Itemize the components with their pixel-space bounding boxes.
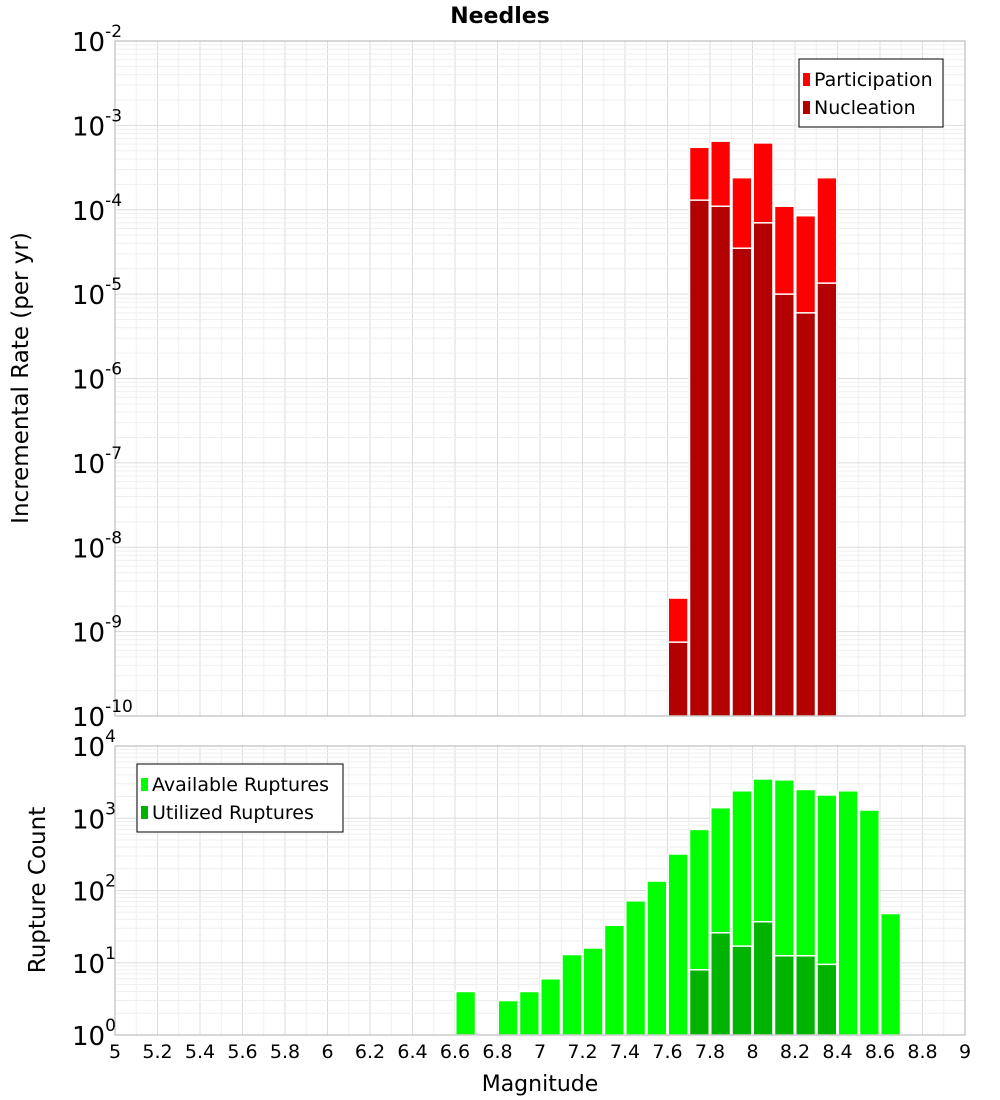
bottom-y-tick-label: 104	[72, 727, 116, 763]
top-bar-nucleation	[731, 247, 753, 717]
top-legend	[798, 58, 944, 128]
top-bar-nucleation	[688, 199, 710, 717]
top-plot-frame	[114, 40, 966, 717]
top-bar-nucleation	[752, 222, 774, 717]
top-y-tick-label: 10-2	[72, 22, 122, 58]
x-tick-label: 8.4	[822, 1041, 852, 1063]
bottom-legend-label: Utilized Ruptures	[152, 802, 314, 824]
top-legend-label: Nucleation	[814, 97, 916, 119]
top-y-tick-label: 10-4	[72, 191, 122, 227]
bottom-bar-available-ruptures	[625, 900, 647, 1036]
x-tick-label: 5.8	[270, 1041, 300, 1063]
bottom-bar-available-ruptures	[582, 947, 604, 1036]
top-legend-label: Participation	[814, 69, 933, 91]
bottom-y-tick-label: 102	[72, 872, 116, 908]
bottom-bar-available-ruptures	[497, 999, 519, 1036]
top-y-tick-label: 10-7	[72, 444, 122, 480]
bottom-bar-available-ruptures	[837, 790, 859, 1036]
x-tick-label: 7.4	[610, 1041, 640, 1063]
x-tick-label: 8.2	[780, 1041, 810, 1063]
bottom-bar-utilized-ruptures	[773, 954, 795, 1036]
x-tick-label: 7.2	[567, 1041, 597, 1063]
x-tick-label: 8.6	[865, 1041, 895, 1063]
top-bar-nucleation	[773, 293, 795, 717]
top-y-tick-label: 10-10	[72, 697, 133, 733]
bottom-bar-available-ruptures	[603, 924, 625, 1036]
bottom-bar-available-ruptures	[858, 809, 880, 1036]
top-bar-nucleation	[795, 312, 817, 717]
top-legend-swatch	[803, 101, 810, 114]
x-tick-label: 7	[534, 1041, 546, 1063]
x-tick-label: 5.2	[142, 1041, 172, 1063]
x-tick-label: 6.6	[440, 1041, 470, 1063]
x-tick-label: 7.6	[652, 1041, 682, 1063]
x-axis-label: Magnitude	[482, 1072, 599, 1097]
x-tick-label: 6.8	[482, 1041, 512, 1063]
x-tick-label: 5.4	[185, 1041, 215, 1063]
top-bar-nucleation	[710, 205, 732, 717]
x-tick-label: 8.8	[907, 1041, 937, 1063]
bottom-bar-utilized-ruptures	[795, 954, 817, 1036]
bottom-y-tick-label: 101	[72, 944, 116, 980]
top-plot-area: 10-10 10-9 10-8 10-7 10-6 10-5 10-4 10-3 10-2 Par…	[72, 22, 966, 733]
bottom-bar-available-ruptures	[667, 853, 689, 1036]
bottom-bar-available-ruptures	[455, 990, 477, 1036]
top-legend-swatch	[803, 73, 810, 86]
bottom-legend	[136, 763, 344, 833]
top-bar-nucleation	[667, 641, 689, 717]
x-tick-label: 7.8	[695, 1041, 725, 1063]
bottom-plot-area: 100 101 102 103 104 Available Ruptures Utilize…	[72, 727, 971, 1063]
bottom-y-tick-label: 100	[72, 1016, 116, 1052]
top-y-tick-label: 10-5	[72, 275, 122, 311]
bottom-legend-label: Available Ruptures	[152, 774, 329, 796]
bottom-legend-swatch	[141, 778, 148, 791]
x-tick-label: 9	[959, 1041, 971, 1063]
x-tick-label: 8	[746, 1041, 758, 1063]
bottom-bar-utilized-ruptures	[688, 969, 710, 1036]
bottom-legend-swatch	[141, 806, 148, 819]
top-y-tick-label: 10-9	[72, 613, 122, 649]
bottom-bar-available-ruptures	[561, 953, 583, 1036]
bottom-bar-utilized-ruptures	[752, 920, 774, 1036]
bottom-bar-available-ruptures	[540, 978, 562, 1036]
x-tick-label: 6.2	[355, 1041, 385, 1063]
top-y-tick-label: 10-3	[72, 106, 122, 142]
chart-title: Needles	[450, 4, 550, 29]
bottom-bar-utilized-ruptures	[731, 945, 753, 1036]
bottom-bar-available-ruptures	[646, 880, 668, 1036]
top-y-axis-label: Incremental Rate (per yr)	[8, 232, 34, 524]
top-y-tick-label: 10-6	[72, 360, 122, 396]
top-y-tick-label: 10-8	[72, 528, 122, 564]
bottom-y-tick-label: 103	[72, 799, 116, 835]
bottom-bar-utilized-ruptures	[816, 963, 838, 1036]
bottom-bar-available-ruptures	[880, 912, 902, 1036]
x-tick-label: 5	[109, 1041, 121, 1063]
bottom-plot-frame	[114, 745, 966, 1036]
bottom-bar-available-ruptures	[518, 990, 540, 1036]
bottom-y-axis-label: Rupture Count	[25, 807, 51, 973]
x-tick-label: 6.4	[397, 1041, 427, 1063]
x-tick-label: 6	[321, 1041, 333, 1063]
x-tick-label: 5.6	[227, 1041, 257, 1063]
top-bar-nucleation	[816, 282, 838, 717]
bottom-bar-utilized-ruptures	[710, 932, 732, 1036]
